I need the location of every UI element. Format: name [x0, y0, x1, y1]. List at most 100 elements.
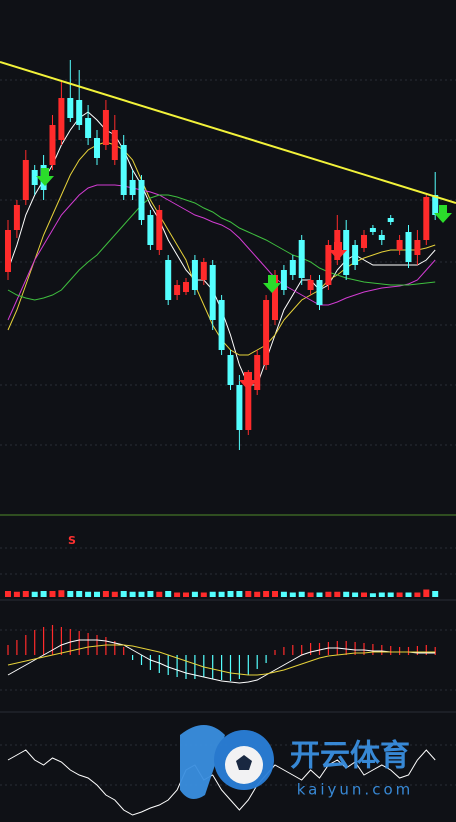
- volume-bar: [334, 591, 341, 597]
- indicator-line: [7, 644, 436, 676]
- candle-body: [245, 375, 252, 430]
- candle-body: [432, 195, 439, 215]
- volume-bar: [236, 591, 243, 597]
- volume-bar: [49, 591, 56, 597]
- logo-k: [180, 725, 225, 799]
- candle-body: [174, 285, 181, 295]
- candle-body: [343, 230, 350, 275]
- volume-bar: [361, 592, 367, 597]
- volume-bar: [200, 592, 207, 597]
- buy-arrows: [239, 242, 347, 390]
- candle-body: [138, 180, 145, 220]
- indicator-line: [7, 639, 436, 684]
- trend-line: [0, 61, 456, 204]
- candle-body: [280, 270, 287, 290]
- volume-bar: [432, 591, 439, 597]
- candle-body: [263, 300, 270, 365]
- volume-bar: [245, 591, 252, 597]
- arrow: [239, 372, 257, 390]
- volume-bar: [396, 592, 403, 597]
- volume-bar: [120, 591, 127, 597]
- candle-body: [405, 232, 412, 262]
- volume-bar: [67, 591, 74, 597]
- volume-bar: [423, 589, 430, 597]
- candle-body: [94, 138, 100, 158]
- volume-bar: [156, 591, 163, 597]
- arrow: [36, 168, 54, 186]
- volume-bar: [307, 592, 314, 597]
- volume-bar: [94, 591, 100, 597]
- volume-bar: [352, 592, 359, 597]
- volume-bar: [254, 591, 261, 597]
- volume-bar: [58, 590, 65, 597]
- volume-bar: [183, 592, 189, 597]
- volume-bar: [289, 592, 296, 597]
- indicator-line: [7, 749, 436, 816]
- indicator-line: [7, 194, 436, 301]
- volume-bar: [405, 592, 412, 597]
- candle-body: [156, 210, 163, 250]
- candle-body: [200, 262, 207, 280]
- volume-bar: [272, 591, 278, 597]
- candle-body: [49, 125, 56, 165]
- candle-body: [111, 130, 118, 160]
- watermark-title: 开云体育: [290, 739, 410, 774]
- volume-bar: [191, 591, 198, 597]
- volume-bar: [325, 591, 332, 597]
- candle-body: [191, 260, 198, 290]
- candle-body: [316, 280, 323, 305]
- arrow: [434, 205, 452, 223]
- volume-bar: [218, 591, 225, 597]
- arrow: [329, 242, 347, 260]
- watermark-url: kaiyun.com: [297, 781, 413, 799]
- candle-body: [102, 110, 109, 145]
- volume-bar: [40, 591, 47, 597]
- candle-body: [272, 275, 278, 320]
- sell-arrows: [36, 168, 452, 293]
- grid: [0, 79, 456, 786]
- candle-body: [120, 145, 127, 195]
- candle-body: [22, 160, 29, 200]
- volume-bar: [378, 592, 385, 597]
- candle-body: [209, 265, 216, 320]
- volume-bar: [369, 593, 376, 597]
- volume-bar: [129, 591, 136, 597]
- signal-label: S: [68, 534, 76, 547]
- candle-body: [227, 355, 234, 385]
- candle-body: [254, 355, 261, 390]
- volume-bar: [85, 591, 92, 597]
- volume-bar: [5, 591, 11, 597]
- candle-body: [423, 197, 430, 240]
- watermark: 开云体育 kaiyun.com: [180, 725, 413, 799]
- volume-bar: [298, 591, 305, 597]
- volume-bar: [13, 591, 20, 597]
- candle-body: [85, 118, 92, 138]
- candle-body: [378, 235, 385, 240]
- volume-bar: [174, 592, 181, 597]
- candle-body: [218, 300, 225, 350]
- candle-body: [236, 385, 243, 430]
- arrow: [263, 275, 281, 293]
- volume-bar: [31, 591, 38, 597]
- volume-bar: [316, 592, 323, 597]
- candle-body: [414, 240, 421, 255]
- candle-body: [31, 170, 38, 185]
- candle-body: [352, 245, 359, 265]
- candle-body: [5, 230, 11, 272]
- volume-bar: [209, 591, 216, 597]
- volume-bar: [414, 592, 421, 597]
- candle-body: [129, 180, 136, 195]
- volume-bar: [111, 591, 118, 597]
- candle-body: [147, 215, 154, 245]
- candle-body: [58, 98, 65, 140]
- candle-body: [325, 245, 332, 285]
- candle-body: [396, 240, 403, 250]
- volume-bar: [22, 591, 29, 597]
- volume-bar: [263, 591, 270, 597]
- candle-body: [76, 100, 83, 125]
- candle-body: [165, 260, 172, 300]
- volume-bar: [387, 592, 394, 597]
- indicator-line: [7, 184, 436, 321]
